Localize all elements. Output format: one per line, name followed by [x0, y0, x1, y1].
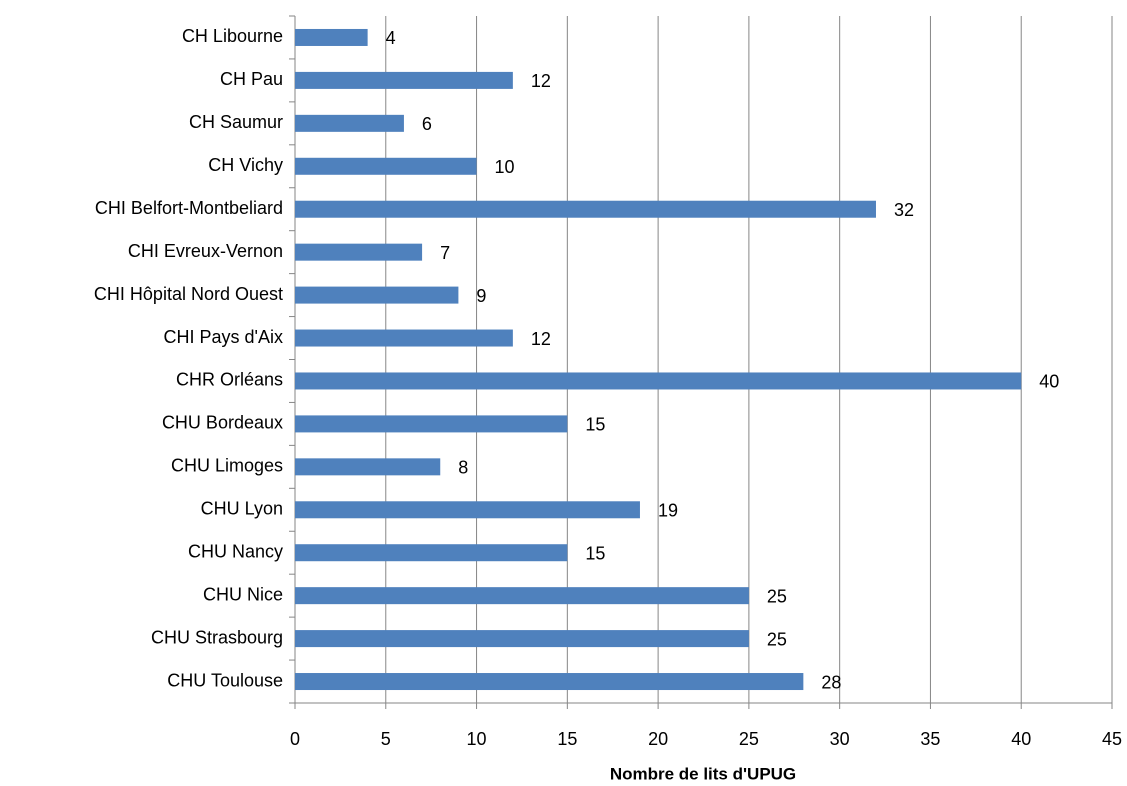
- x-tick-label: 30: [830, 729, 850, 749]
- data-label: 6: [422, 114, 432, 134]
- data-label: 12: [531, 71, 551, 91]
- y-tick-label: CHI Pays d'Aix: [164, 327, 283, 347]
- bar: [295, 329, 513, 347]
- bar: [295, 71, 513, 89]
- bar: [295, 243, 423, 261]
- bar: [295, 544, 568, 562]
- data-label: 15: [585, 543, 605, 563]
- x-tick-label: 5: [381, 729, 391, 749]
- y-tick-label: CH Pau: [220, 69, 283, 89]
- y-tick-label: CH Libourne: [182, 26, 283, 46]
- data-label: 7: [440, 243, 450, 263]
- x-tick-label: 10: [467, 729, 487, 749]
- data-label: 28: [821, 672, 841, 692]
- data-label: 10: [495, 157, 515, 177]
- bar: [295, 415, 568, 433]
- data-label: 25: [767, 629, 787, 649]
- y-tick-label: CHU Toulouse: [167, 670, 283, 690]
- bar: [295, 114, 404, 132]
- y-tick-label: CHI Evreux-Vernon: [128, 241, 283, 261]
- data-label: 32: [894, 200, 914, 220]
- y-tick-label: CH Saumur: [189, 112, 283, 132]
- bar: [295, 372, 1022, 390]
- y-tick-label: CH Vichy: [208, 155, 283, 175]
- x-tick-label: 15: [557, 729, 577, 749]
- data-label: 12: [531, 329, 551, 349]
- x-tick-label: 35: [920, 729, 940, 749]
- y-tick-label: CHU Limoges: [171, 456, 283, 476]
- data-label: 8: [458, 458, 468, 478]
- bar: [295, 200, 876, 218]
- x-tick-label: 0: [290, 729, 300, 749]
- y-tick-label: CHI Belfort-Montbeliard: [95, 198, 283, 218]
- bar: [295, 28, 368, 46]
- x-tick-label: 20: [648, 729, 668, 749]
- x-tick-label: 40: [1011, 729, 1031, 749]
- y-tick-label: CHR Orléans: [176, 370, 283, 390]
- y-tick-label: CHU Lyon: [201, 499, 283, 519]
- data-label: 19: [658, 501, 678, 521]
- bar: [295, 673, 804, 691]
- y-tick-label: CHU Nice: [203, 584, 283, 604]
- bar: [295, 587, 749, 605]
- bar: [295, 501, 640, 519]
- y-tick-label: CHI Hôpital Nord Ouest: [94, 284, 283, 304]
- bar: [295, 458, 441, 476]
- y-tick-label: CHU Nancy: [188, 541, 283, 561]
- x-tick-label: 25: [739, 729, 759, 749]
- y-tick-label: CHU Bordeaux: [162, 413, 283, 433]
- data-label: 9: [476, 286, 486, 306]
- x-axis-title: Nombre de lits d'UPUG: [610, 764, 796, 783]
- data-label: 25: [767, 586, 787, 606]
- y-tick-label: CHU Strasbourg: [151, 627, 283, 647]
- data-label: 15: [585, 415, 605, 435]
- x-tick-label: 45: [1102, 729, 1122, 749]
- data-label: 40: [1039, 372, 1059, 392]
- bar: [295, 157, 477, 175]
- data-label: 4: [386, 28, 396, 48]
- bar: [295, 630, 749, 648]
- bar: [295, 286, 459, 304]
